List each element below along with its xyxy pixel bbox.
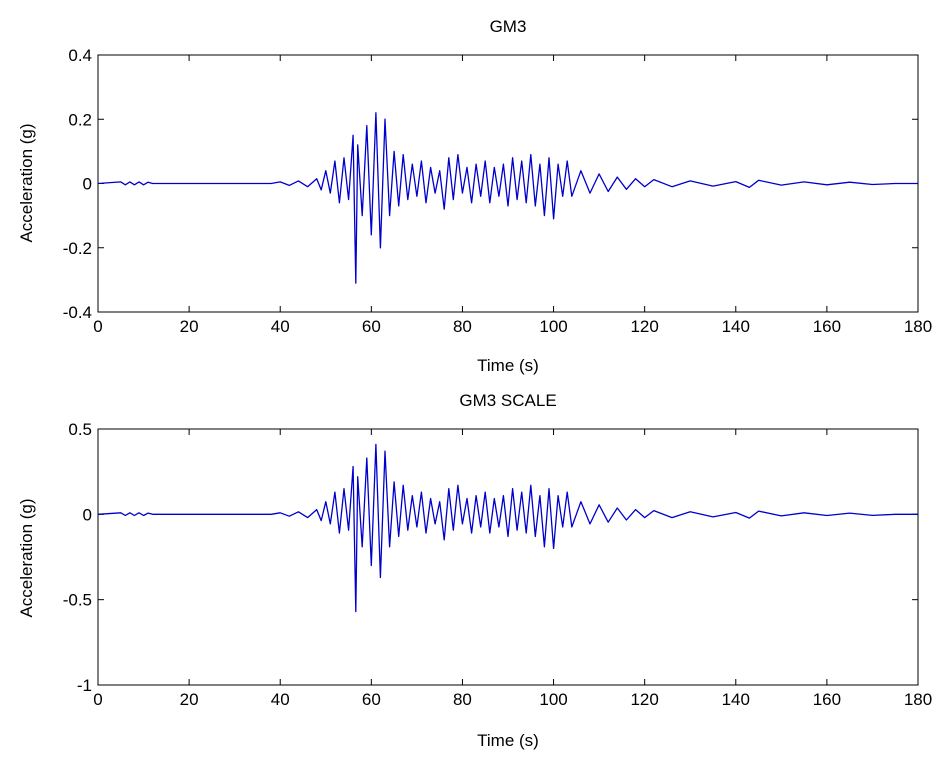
y-tick-label: -1 (77, 676, 92, 695)
y-tick-label: 0.5 (68, 420, 92, 439)
x-tick-label: 100 (539, 690, 567, 709)
x-tick-label: 40 (271, 690, 290, 709)
x-tick-label: 180 (904, 690, 932, 709)
y-tick-label: -0.5 (63, 591, 92, 610)
series-layer (97, 112, 918, 284)
x-tick-label: 0 (93, 317, 102, 336)
x-tick-label: 60 (362, 690, 381, 709)
x-tick-label: 160 (813, 690, 841, 709)
plot-gm3-scale: GM3 SCALE Acceleration (g) Time (s) 0 20 4… (17, 391, 932, 750)
y-tick-label: -0.2 (63, 239, 92, 258)
x-axis-label: Time (s) (477, 731, 539, 750)
x-tick-label: 100 (539, 317, 567, 336)
x-tick-label: 140 (722, 317, 750, 336)
series-line (97, 112, 918, 284)
y-axis-label: Acceleration (g) (17, 123, 36, 242)
plot-frame (97, 428, 919, 686)
y-axis-label: Acceleration (g) (17, 498, 36, 617)
y-tick-label: 0.2 (68, 110, 92, 129)
series-line (97, 443, 918, 613)
x-tick-label: 80 (453, 690, 472, 709)
plot-title: GM3 (490, 17, 527, 36)
series-layer (97, 443, 918, 613)
x-tick-label: 120 (630, 690, 658, 709)
y-tick-label: 0 (83, 505, 92, 524)
x-tick-label: 160 (813, 317, 841, 336)
plot-frame (97, 54, 919, 313)
tick-group: 0 20 40 60 80 100 120 140 160 180 -1 -0.5 0 0.5 (63, 420, 932, 709)
x-tick-label: 140 (722, 690, 750, 709)
plot-title: GM3 SCALE (459, 391, 556, 410)
x-tick-label: 40 (271, 317, 290, 336)
x-tick-label: 0 (93, 690, 102, 709)
x-tick-label: 120 (630, 317, 658, 336)
x-tick-label: 80 (453, 317, 472, 336)
x-tick-label: 20 (180, 690, 199, 709)
plot-gm3: GM3 Acceleration (g) Time (s) 0 20 40 60 80 1… (17, 17, 932, 375)
y-tick-label: 0.4 (68, 46, 92, 65)
y-tick-label: 0 (83, 175, 92, 194)
x-tick-label: 180 (904, 317, 932, 336)
x-tick-label: 60 (362, 317, 381, 336)
x-tick-label: 20 (180, 317, 199, 336)
y-tick-label: -0.4 (63, 303, 92, 322)
tick-group: 0 20 40 60 80 100 120 140 160 180 -0.4 -0.2 0 0.2 0.4 (63, 46, 932, 336)
x-axis-label: Time (s) (477, 356, 539, 375)
